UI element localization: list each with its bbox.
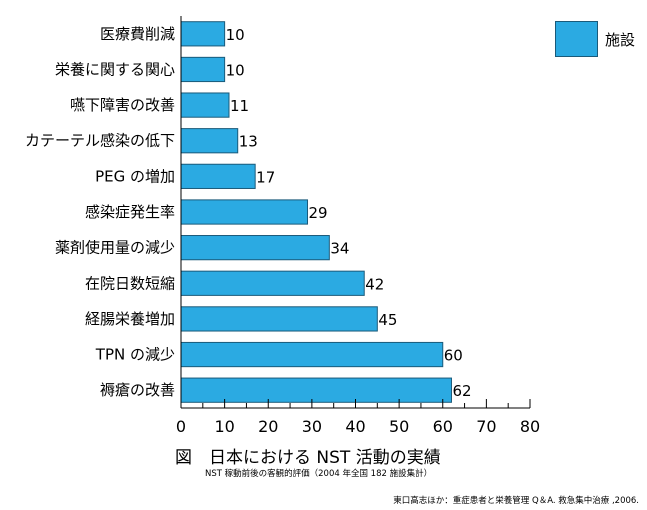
x-tick-label: 40	[345, 417, 365, 436]
data-label: 10	[226, 26, 245, 44]
category-label: 経腸栄養増加	[85, 310, 175, 328]
bar	[180, 235, 330, 261]
x-tick-label: 50	[389, 417, 409, 436]
bar	[180, 21, 226, 47]
bar	[180, 163, 256, 189]
data-label: 34	[330, 240, 349, 258]
bar	[180, 56, 226, 83]
x-tick-label: 10	[214, 417, 234, 436]
figure-caption: 図 日本における NST 活動の実績	[175, 448, 441, 468]
bar	[180, 199, 309, 225]
category-label: 在院日数短縮	[85, 274, 175, 292]
bars-layer: 医療費削減 10 栄養に関する関心 10 嚥下障害の改善 11 カテーテル感染の低下 13 PE…	[25, 21, 472, 403]
category-label: 医療費削減	[100, 25, 175, 43]
bar	[180, 92, 230, 118]
source-citation: 東口高志ほか：重症患者と栄養管理 Q＆A. 救急集中治療 ,2006.	[393, 496, 639, 506]
bar	[180, 128, 239, 154]
category-label: TPN の減少	[95, 346, 175, 364]
bar	[180, 270, 365, 296]
x-tick-label: 30	[302, 417, 322, 436]
category-label: 薬剤使用量の減少	[55, 239, 175, 257]
x-tick-label: 0	[176, 417, 186, 436]
data-label: 62	[452, 382, 471, 400]
x-tick-label: 20	[258, 417, 278, 436]
data-label: 13	[239, 133, 258, 151]
x-tick-label: 60	[433, 417, 453, 436]
x-tick-label: 80	[520, 417, 540, 436]
category-label: 褥瘡の改善	[100, 381, 175, 399]
data-label: 11	[230, 97, 249, 115]
category-label: PEG の増加	[95, 167, 175, 185]
category-label: 栄養に関する関心	[55, 60, 175, 78]
legend: 施設	[555, 21, 635, 57]
bar	[180, 306, 378, 332]
figure-subcaption: NST 稼動前後の客観的評価（2004 年全国 182 施設集計）	[205, 469, 433, 479]
legend-swatch	[555, 21, 598, 57]
data-label: 42	[365, 275, 384, 293]
legend-label: 施設	[605, 30, 636, 49]
category-label: 嚥下障害の改善	[70, 96, 175, 114]
bar	[180, 377, 452, 403]
category-label: カテーテル感染の低下	[25, 132, 175, 150]
x-tick-label: 70	[476, 417, 496, 436]
axes-layer: 0 10 20 30 40 50 60 70 80	[176, 16, 540, 436]
data-label: 60	[444, 347, 463, 365]
data-label: 29	[309, 204, 328, 222]
bar	[180, 341, 444, 368]
category-label: 感染症発生率	[85, 203, 175, 221]
data-label: 45	[378, 311, 397, 329]
data-label: 17	[256, 168, 275, 186]
data-label: 10	[226, 61, 245, 79]
